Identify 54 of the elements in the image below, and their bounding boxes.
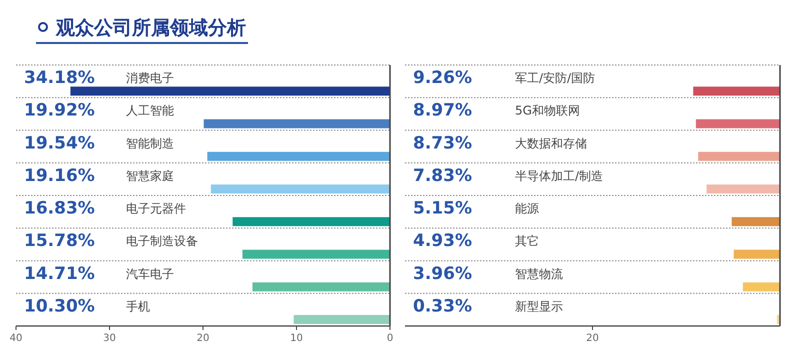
data-label: 7.83% (413, 166, 472, 186)
y-tick-label: 半导体加工/制造 (515, 168, 604, 183)
y-tick-label: 汽车电子 (126, 266, 174, 281)
chart-title: 观众公司所属领域分析 (55, 17, 246, 39)
data-label: 5.15% (413, 198, 472, 218)
data-label: 10.30% (24, 296, 95, 316)
y-tick-label: 智慧家庭 (126, 168, 174, 183)
bar (742, 282, 780, 292)
y-tick-label: 5G和物联网 (515, 104, 580, 118)
x-tick-label: 20 (196, 333, 210, 344)
x-tick-label: 20 (586, 333, 599, 344)
data-label: 15.78% (24, 231, 95, 252)
bar (693, 86, 780, 96)
x-tick-label: 10 (290, 333, 303, 344)
data-label: 16.83% (24, 198, 95, 218)
data-label: 8.97% (413, 100, 472, 121)
data-label: 34.18% (24, 68, 95, 88)
y-tick-label: 新型显示 (515, 299, 563, 314)
x-tick-label: 40 (10, 333, 22, 344)
data-label: 8.73% (413, 133, 472, 154)
bar (732, 217, 780, 226)
y-tick-label: 电子元器件 (126, 202, 186, 216)
bar (696, 119, 780, 128)
data-label: 19.92% (24, 100, 95, 121)
data-label: 19.54% (24, 133, 95, 154)
y-tick-label: 其它 (515, 234, 539, 248)
x-tick-label: 30 (103, 333, 116, 344)
data-label: 3.96% (413, 264, 472, 284)
y-tick-label: 手机 (126, 299, 150, 314)
data-label: 9.26% (413, 68, 472, 88)
y-tick-label: 电子制造设备 (126, 234, 198, 248)
x-tick-label: 0 (386, 333, 394, 344)
y-tick-label: 军工/安防/国防 (515, 71, 596, 85)
bar (232, 217, 390, 226)
y-tick-label: 人工智能 (126, 104, 174, 118)
bar (210, 184, 390, 194)
bar (698, 152, 780, 161)
y-tick-label: 智能制造 (126, 136, 174, 150)
bar (294, 315, 390, 324)
y-tick-label: 消费电子 (126, 71, 174, 85)
data-label: 14.71% (24, 264, 95, 284)
y-tick-label: 智慧物流 (515, 266, 563, 281)
data-label: 0.33% (413, 296, 472, 316)
bar (204, 119, 390, 128)
bar (706, 184, 780, 194)
bar (242, 250, 390, 259)
y-tick-label: 能源 (515, 202, 539, 216)
bar (207, 152, 390, 161)
bar (734, 250, 780, 259)
bar (252, 282, 390, 292)
bar (70, 86, 390, 96)
data-label: 4.93% (413, 231, 472, 252)
data-label: 19.16% (24, 166, 95, 186)
y-tick-label: 大数据和存储 (515, 136, 587, 150)
